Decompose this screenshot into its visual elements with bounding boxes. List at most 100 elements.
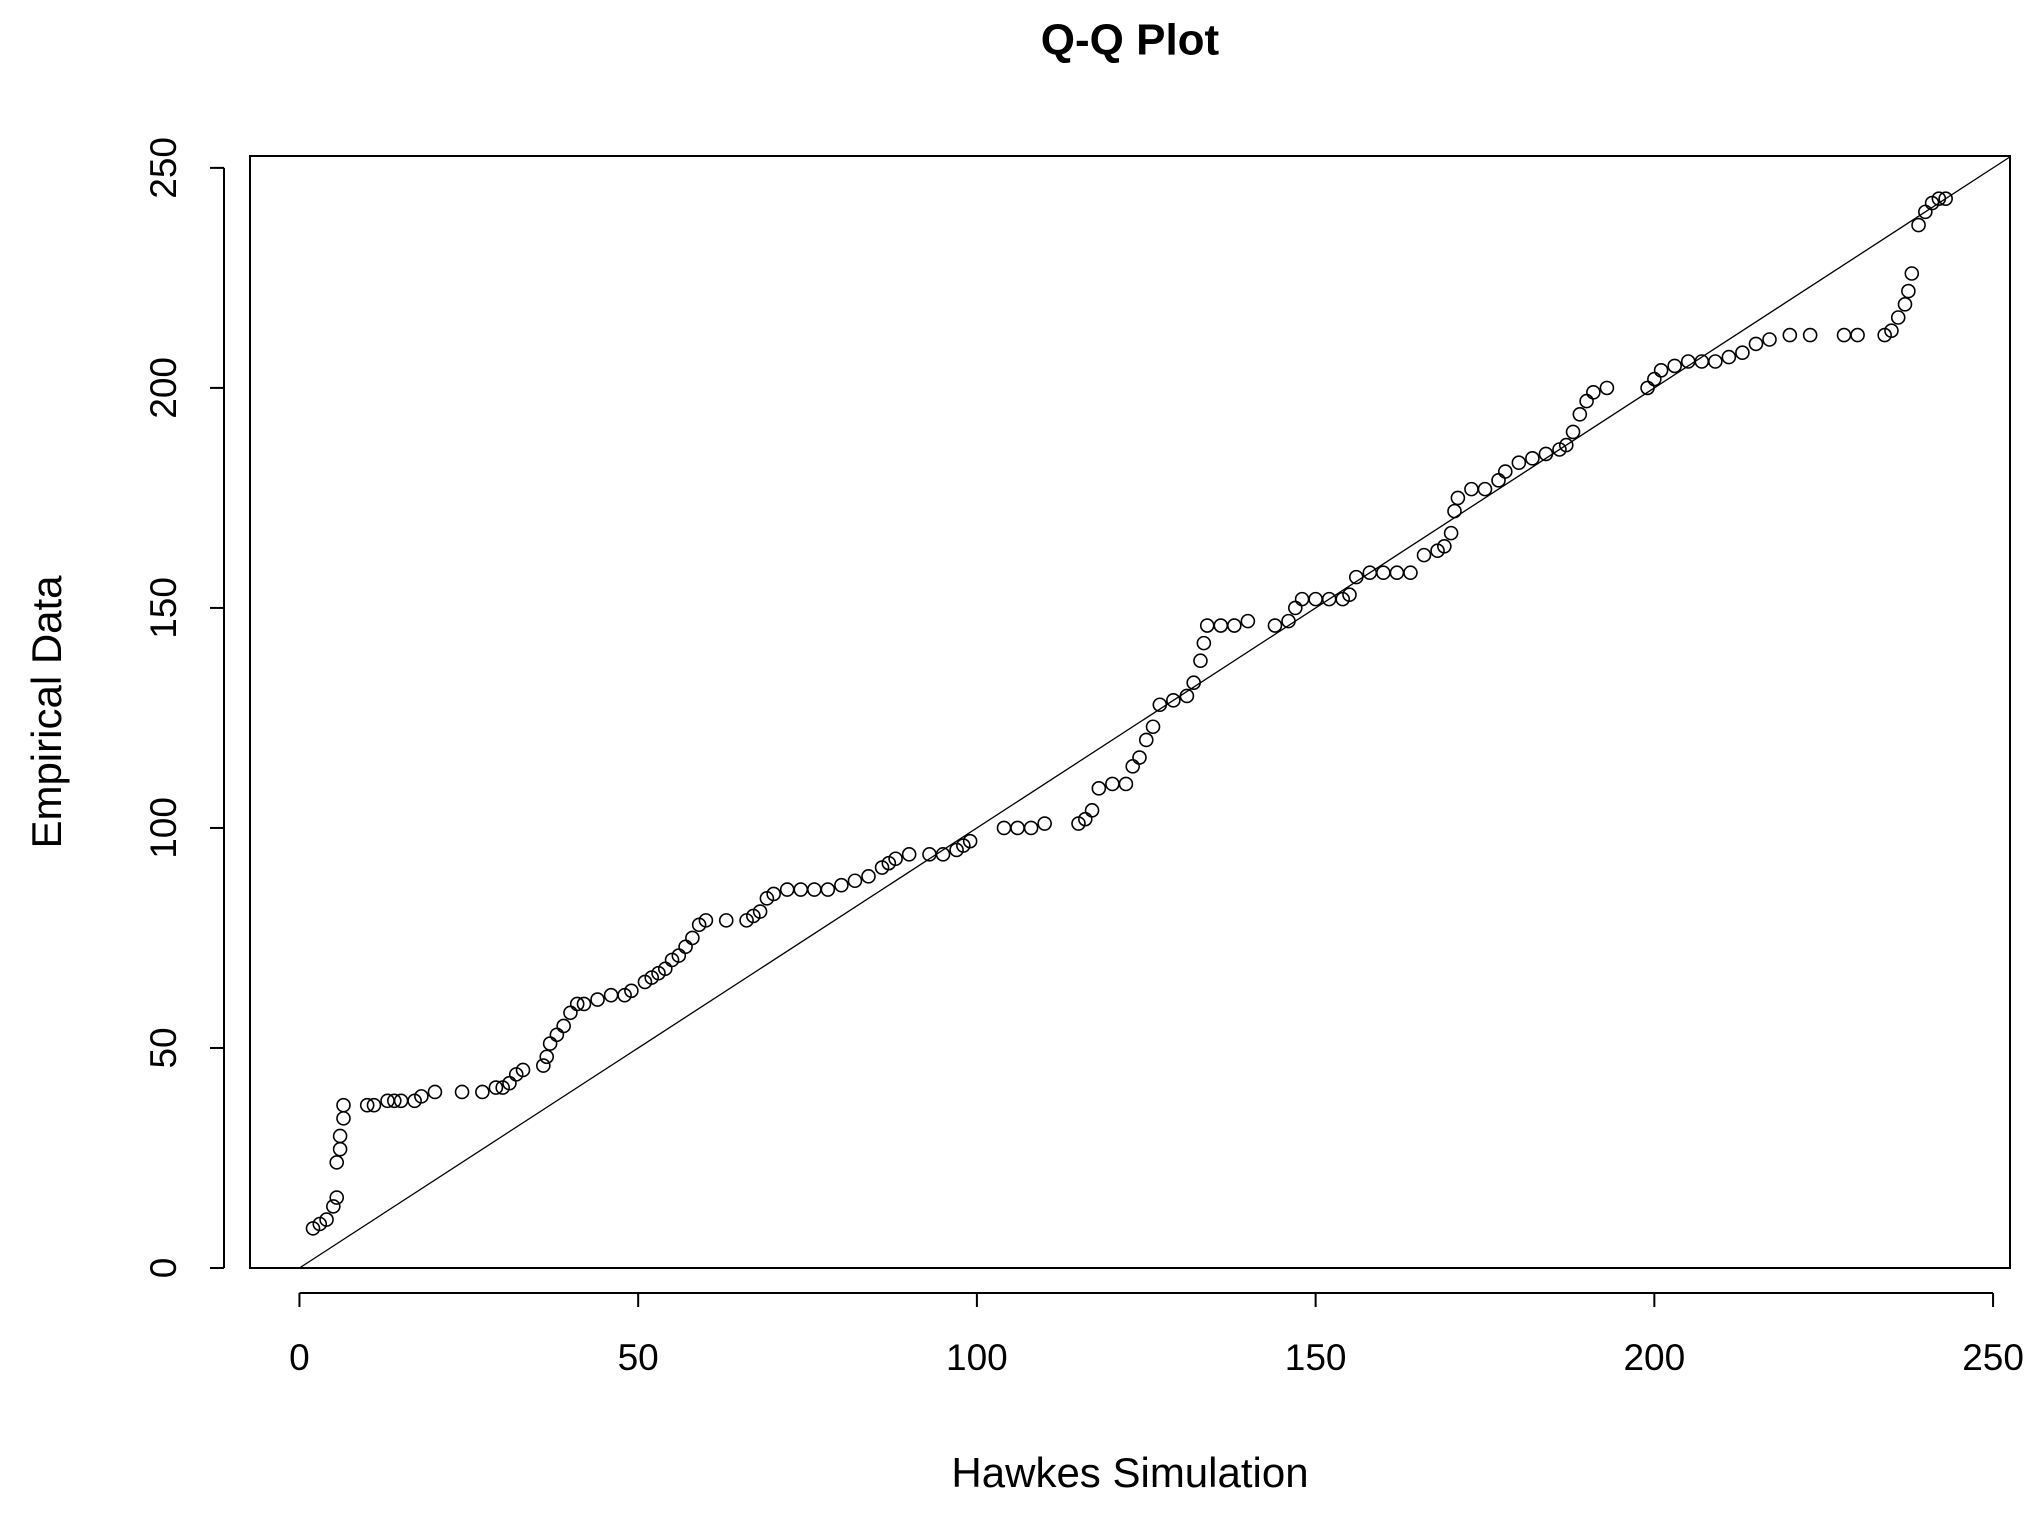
point [366, 1097, 382, 1113]
point [1447, 503, 1462, 519]
x-tick-label: 250 [1962, 1337, 2024, 1378]
point [1525, 451, 1540, 466]
point [539, 1049, 555, 1065]
point [590, 992, 605, 1007]
point [685, 930, 700, 946]
point [336, 1111, 351, 1126]
x-axis-label: Hawkes Simulation [951, 1449, 1308, 1496]
point [1904, 266, 1920, 281]
point [1708, 354, 1723, 369]
point [1308, 591, 1323, 607]
point [1199, 618, 1215, 633]
point [488, 1080, 504, 1095]
point [1342, 587, 1357, 603]
point [536, 1058, 551, 1073]
point [1464, 481, 1479, 497]
point [1376, 565, 1391, 581]
y-tick-label: 150 [143, 577, 184, 639]
point [752, 904, 768, 919]
point [1667, 358, 1682, 374]
point [861, 869, 876, 884]
point [1186, 675, 1201, 691]
point [1572, 407, 1588, 422]
point [414, 1089, 429, 1104]
point [1105, 776, 1120, 792]
point [1091, 781, 1107, 796]
point [1802, 327, 1818, 343]
point [1850, 327, 1865, 343]
point [336, 1097, 351, 1113]
point [359, 1097, 375, 1113]
point [1647, 371, 1662, 387]
x-tick-label: 50 [618, 1337, 659, 1378]
point [793, 882, 809, 897]
point [1565, 424, 1581, 440]
x-tick-label: 100 [946, 1337, 1008, 1378]
point [847, 873, 863, 889]
y-axis-label: Empirical Data [23, 575, 70, 849]
x-tick-label: 150 [1285, 1337, 1347, 1378]
point [1836, 327, 1852, 343]
point [901, 847, 917, 862]
point [386, 1093, 402, 1109]
point [1735, 345, 1750, 361]
y-tick-label: 250 [143, 137, 184, 199]
point [1897, 296, 1913, 312]
point [698, 913, 714, 928]
point [1748, 336, 1764, 352]
point [1437, 539, 1452, 554]
point [1023, 820, 1039, 836]
plot-frame [249, 155, 2011, 1269]
point [329, 1190, 345, 1205]
point [1196, 635, 1212, 651]
point [1884, 323, 1899, 338]
point [807, 882, 822, 897]
point [1416, 547, 1432, 563]
point [624, 983, 639, 999]
point [1294, 591, 1310, 607]
point [1599, 380, 1615, 396]
y-tick-label: 50 [143, 1027, 184, 1068]
point [603, 987, 619, 1003]
point [1477, 481, 1493, 497]
point [1911, 217, 1926, 233]
point [1653, 363, 1669, 378]
point [718, 913, 734, 928]
point [1281, 613, 1296, 629]
point [1010, 820, 1025, 836]
point [1890, 310, 1906, 325]
point [1511, 455, 1527, 471]
point [1403, 565, 1418, 581]
point [779, 882, 795, 897]
point [1227, 618, 1242, 633]
point [1721, 349, 1737, 365]
point [888, 851, 903, 867]
point [549, 1027, 565, 1043]
point [515, 1062, 531, 1078]
point [1762, 332, 1777, 347]
point [1586, 385, 1601, 400]
chart-title: Q-Q Plot [1041, 16, 1220, 65]
point [1782, 327, 1798, 343]
point [454, 1084, 470, 1100]
point [1938, 191, 1953, 206]
point [326, 1199, 341, 1214]
point [1118, 776, 1134, 792]
point [962, 833, 978, 849]
point [1193, 653, 1208, 669]
point [678, 939, 693, 955]
point [332, 1141, 348, 1157]
point [1901, 283, 1916, 299]
point [475, 1084, 490, 1100]
point [1084, 803, 1100, 818]
y-tick-label: 200 [143, 357, 184, 419]
point [1491, 473, 1506, 488]
point [1267, 618, 1283, 633]
point [1132, 750, 1147, 765]
point [576, 996, 592, 1012]
point [1498, 464, 1513, 479]
point [1538, 446, 1554, 462]
point [935, 847, 951, 862]
